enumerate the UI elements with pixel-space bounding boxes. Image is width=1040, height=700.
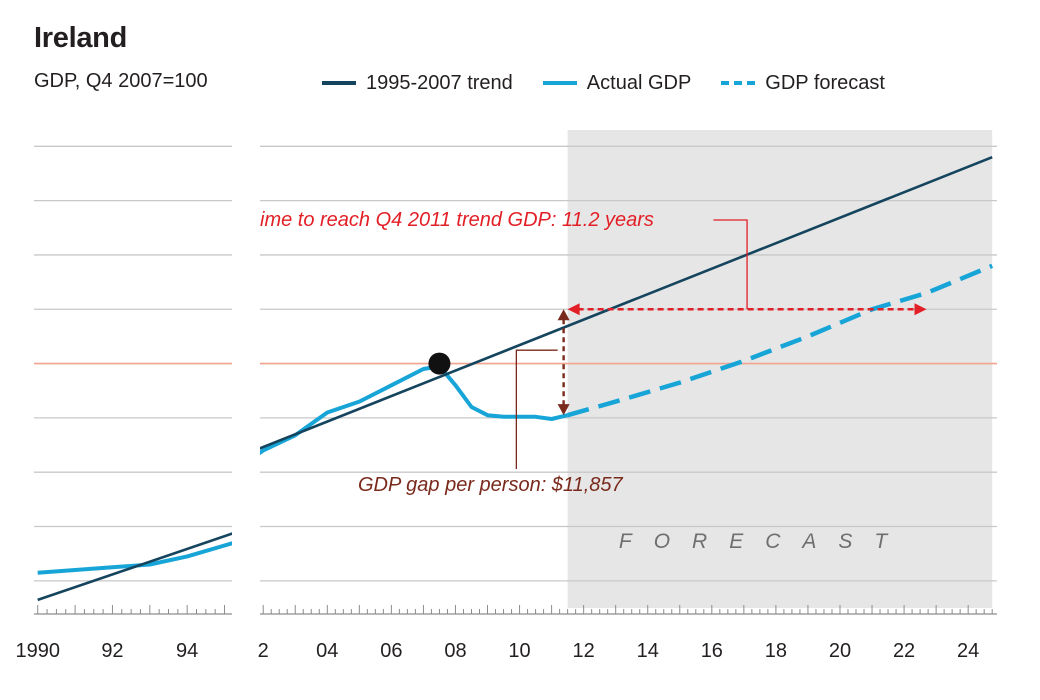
x-tick-label: 12 (573, 640, 595, 662)
gdp-gap-label: GDP gap per person: $11,857 (358, 474, 623, 496)
legend-label-trend: 1995-2007 trend (366, 71, 513, 94)
x-tick-label: 18 (765, 640, 787, 662)
legend-swatch-forecast (721, 81, 756, 85)
legend: 1995-2007 trend Actual GDP GDP forecast (322, 70, 885, 96)
series-line-0-right (260, 155, 993, 450)
time-to-trend-label: ime to reach Q4 2011 trend GDP: 11.2 yea… (260, 209, 654, 231)
series-line-2-right (566, 263, 994, 418)
gdp-gap-leader (515, 349, 558, 469)
x-tick-label: 1990 (15, 640, 60, 662)
chart-subtitle: GDP, Q4 2007=100 (34, 70, 208, 92)
legend-label-forecast: GDP forecast (765, 71, 885, 94)
forecast-region (567, 130, 993, 608)
x-tick-label: 24 (957, 640, 979, 662)
x-tick-label: 22 (893, 640, 915, 662)
x-tick-label: 20 (829, 640, 851, 662)
chart-title: Ireland (34, 22, 127, 54)
legend-label-actual: Actual GDP (586, 71, 692, 94)
series-line-1-right (260, 364, 569, 456)
x-tick-label: 06 (380, 640, 402, 662)
x-tick-label: 16 (701, 640, 723, 662)
highlight-point (428, 352, 451, 375)
legend-item-actual: Actual GDP (542, 71, 692, 95)
legend-swatch-actual (542, 81, 577, 85)
x-tick-label: 08 (444, 640, 466, 662)
time-to-trend-leader (713, 219, 748, 310)
x-tick-label: 10 (508, 640, 530, 662)
x-tick-label: 92 (101, 640, 123, 662)
x-tick-label: 14 (637, 640, 659, 662)
time-to-trend-arrowhead-left (567, 303, 580, 316)
time-to-trend-arrowhead-right (914, 303, 927, 316)
gdp-gap-arrowhead-bottom (557, 404, 570, 416)
x-tick-label: 94 (176, 640, 198, 662)
series-line-1-left (37, 541, 232, 575)
forecast-label: FORECAST (619, 530, 909, 553)
x-tick-label: 04 (316, 640, 338, 662)
legend-item-trend: 1995-2007 trend (322, 72, 513, 95)
gdp-gap-arrowhead-top (557, 309, 570, 321)
legend-swatch-trend (322, 81, 356, 85)
legend-item-forecast: GDP forecast (721, 72, 885, 95)
x-tick-label: 2 (258, 640, 269, 662)
